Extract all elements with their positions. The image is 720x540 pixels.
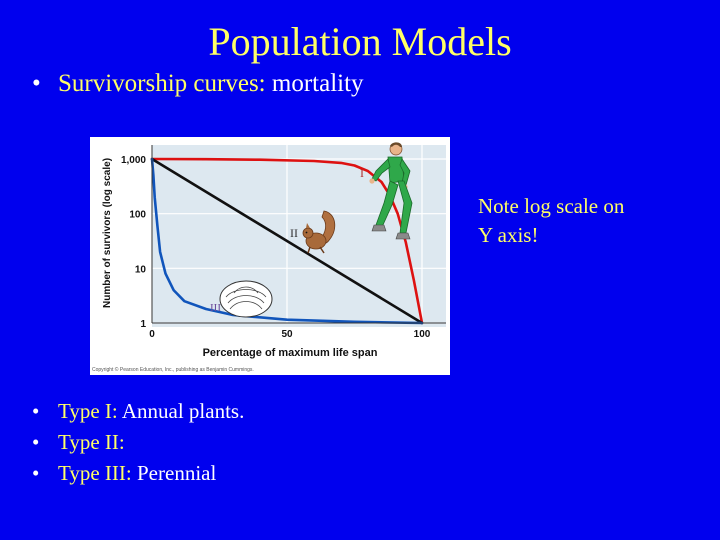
survivorship-chart: 1 10 100 1,000 0 50 100 Percentage of maximum … (92, 142, 446, 373)
log-scale-note: Note log scale on Y axis! (478, 192, 678, 250)
runner-illustration (369, 142, 413, 240)
slide-title: Population Models (208, 19, 512, 64)
top-bullet: • Survivorship curves: mortality (32, 70, 364, 98)
bullet-type-i-keyword: Type I: (58, 399, 118, 423)
top-bullet-keyword: Survivorship curves: (58, 70, 266, 97)
survivorship-figure: 1 10 100 1,000 0 50 100 Percentage of maximum … (90, 137, 450, 375)
bullet-type-iii-keyword: Type III: (58, 461, 132, 485)
y-tick-label: 100 (129, 210, 146, 221)
bullet-type-iii-text: Perennial (131, 461, 217, 485)
clam-illustration (219, 280, 273, 318)
squirrel-illustration (302, 210, 336, 254)
curve-label-ii: II (290, 226, 298, 240)
x-axis-title: Percentage of maximum life span (203, 347, 378, 359)
bullet-dot: • (32, 430, 40, 454)
y-tick-label: 1 (140, 319, 146, 330)
y-tick-label: 10 (135, 264, 147, 275)
curve-label-iii: III (210, 302, 221, 314)
top-bullet-text: mortality (265, 70, 364, 97)
curve-label-i: I (360, 166, 364, 180)
bullet-dot: • (32, 399, 40, 423)
curve-type-iii (150, 157, 424, 325)
bullet-dot: • (32, 70, 41, 97)
bullet-type-ii: • Type II: (32, 427, 244, 458)
curve-type-ii (150, 157, 424, 325)
x-tick-label: 0 (149, 329, 155, 340)
x-tick-label: 100 (414, 329, 431, 340)
y-axis-title: Number of survivors (log scale) (102, 158, 113, 308)
bullet-type-iii: • Type III: Perennial (32, 458, 244, 489)
bullet-type-ii-keyword: Type II: (58, 430, 125, 454)
type-bullet-list: • Type I: Annual plants. • Type II: • Type … (32, 396, 244, 489)
copyright-caption: Copyright © Pearson Education, Inc., pub… (92, 366, 254, 373)
bullet-type-i: • Type I: Annual plants. (32, 396, 244, 427)
note-line-2: Y axis! (478, 223, 539, 247)
note-line-1: Note log scale on (478, 194, 625, 218)
y-tick-label: 1,000 (121, 155, 146, 166)
bullet-dot: • (32, 461, 40, 485)
curve-type-i (150, 157, 424, 325)
bullet-type-i-text: Annual plants. (117, 399, 245, 423)
x-tick-label: 50 (281, 329, 293, 340)
